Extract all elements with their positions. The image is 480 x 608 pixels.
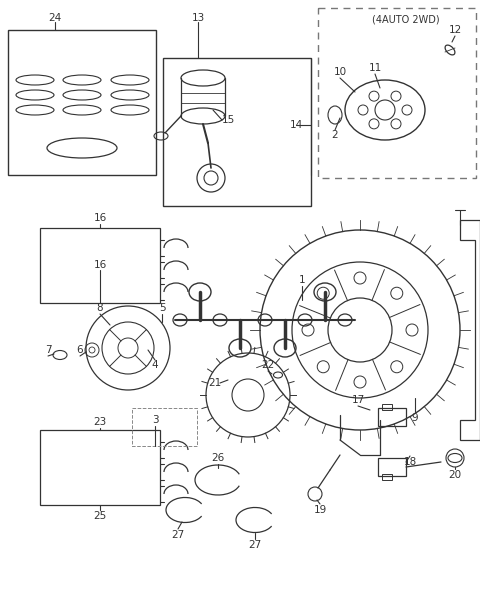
Text: 27: 27: [248, 540, 262, 550]
Text: 24: 24: [48, 13, 61, 23]
Text: 2: 2: [332, 130, 338, 140]
Text: 16: 16: [94, 260, 107, 270]
Bar: [378, 408, 406, 426]
Text: 7: 7: [45, 345, 51, 355]
Text: 16: 16: [94, 213, 107, 223]
Text: 20: 20: [448, 470, 462, 480]
Text: 19: 19: [313, 505, 326, 515]
Bar: [40, 228, 160, 303]
Bar: [382, 474, 392, 480]
Text: 27: 27: [171, 530, 185, 540]
Text: 14: 14: [289, 120, 302, 130]
Text: 8: 8: [96, 303, 103, 313]
Bar: [163, 58, 311, 206]
Text: 18: 18: [403, 457, 417, 467]
Text: 4: 4: [152, 360, 158, 370]
Text: (4AUTO 2WD): (4AUTO 2WD): [372, 15, 440, 25]
Bar: [40, 430, 160, 505]
Bar: [382, 404, 392, 410]
Bar: [378, 458, 406, 476]
Text: 6: 6: [77, 345, 84, 355]
Text: 1: 1: [299, 275, 305, 285]
Text: 9: 9: [412, 413, 418, 423]
Text: 23: 23: [94, 417, 107, 427]
Bar: [8, 30, 156, 175]
Bar: [132, 408, 197, 446]
Text: 10: 10: [334, 67, 347, 77]
Text: 5: 5: [159, 303, 165, 313]
Text: 26: 26: [211, 453, 225, 463]
Text: 11: 11: [368, 63, 382, 73]
Text: 25: 25: [94, 511, 107, 521]
Text: 12: 12: [448, 25, 462, 35]
Text: 17: 17: [351, 395, 365, 405]
Text: 22: 22: [262, 360, 275, 370]
Text: 13: 13: [192, 13, 204, 23]
Text: 15: 15: [221, 115, 235, 125]
Text: 21: 21: [208, 378, 222, 388]
Text: 3: 3: [152, 415, 158, 425]
Bar: [318, 8, 476, 178]
